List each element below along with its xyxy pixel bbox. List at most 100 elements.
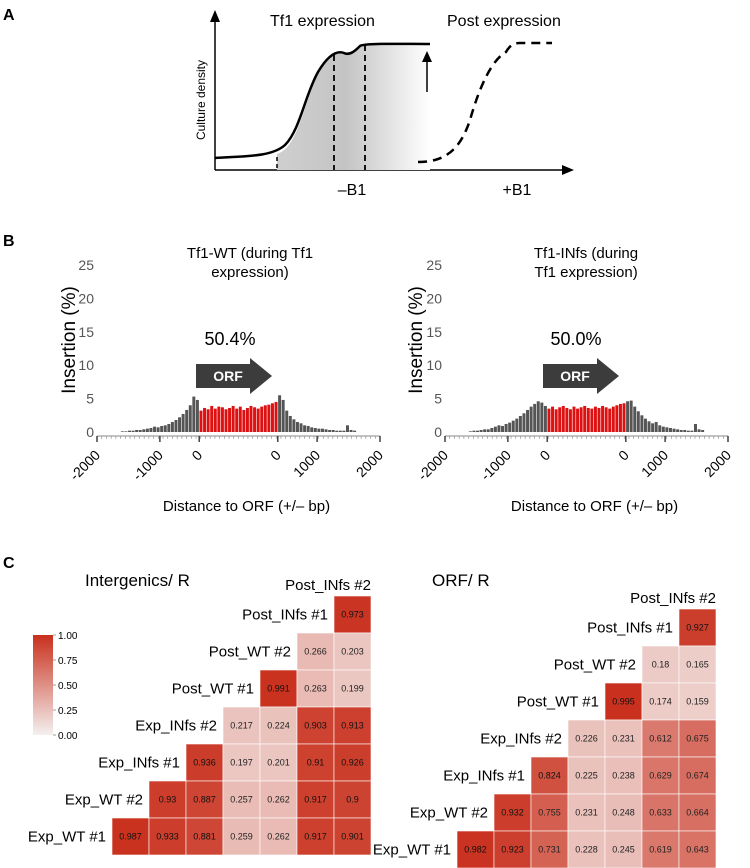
bar-orf xyxy=(593,406,597,432)
heatmap-cell-value: 0.9 xyxy=(346,795,359,805)
heatmap-cell-value: 0.903 xyxy=(304,721,327,731)
heatmap-cell xyxy=(185,780,224,819)
bar-upstream xyxy=(540,402,544,432)
heatmap-cell-value: 0.238 xyxy=(612,771,635,781)
heatmap-cell-value: 0.887 xyxy=(193,795,216,805)
bar-upstream xyxy=(188,405,192,432)
bar-upstream xyxy=(483,429,487,432)
heatmap-row-label: Post_WT #2 xyxy=(209,644,291,661)
bar-downstream xyxy=(328,429,332,432)
heatmap-cell-value: 0.224 xyxy=(267,721,290,731)
bar-orf xyxy=(267,404,271,432)
bar-orf xyxy=(228,407,232,432)
b-ytick-label: 25 xyxy=(426,257,442,273)
heatmap-cell-value: 0.926 xyxy=(341,758,364,768)
legend-tick-label: 0.00 xyxy=(58,731,78,742)
bar-orf xyxy=(199,410,203,432)
bar-downstream xyxy=(342,430,346,432)
bar-downstream xyxy=(668,427,672,432)
heatmap-cell-value: 0.231 xyxy=(575,808,598,818)
heatmap-row-label: Post_INfs #2 xyxy=(630,590,716,607)
heatmap-cell xyxy=(641,682,680,721)
b-ytick-label: 5 xyxy=(434,391,442,407)
heatmap-cell xyxy=(530,830,569,868)
bar-orf xyxy=(576,408,580,432)
bar-downstream xyxy=(335,430,339,432)
b-xtick-label: 0 xyxy=(267,447,284,464)
bar-orf xyxy=(622,403,626,432)
heatmap-row-label: Post_WT #2 xyxy=(554,657,636,674)
bar-orf xyxy=(256,408,260,432)
panel-b: B Insertion (%) Insertion (%) 0 5 10 15 20 25… xyxy=(3,233,734,515)
bar-downstream xyxy=(353,430,357,432)
heatmap-cell-value: 0.174 xyxy=(649,697,672,707)
bar-orf xyxy=(611,406,615,432)
panel-a-label: A xyxy=(3,7,15,24)
heatmap-cell xyxy=(259,817,298,856)
bar-upstream xyxy=(178,417,182,432)
bar-upstream xyxy=(501,425,505,432)
bar-downstream xyxy=(690,430,694,432)
panel-b-label: B xyxy=(3,233,15,250)
heatmap-cell xyxy=(333,595,372,634)
b-xtick-label: -1000 xyxy=(129,447,166,484)
bar-downstream xyxy=(683,429,687,432)
bar-orf xyxy=(568,409,572,432)
heatmap-cell xyxy=(678,608,717,647)
heatmap-cell-value: 0.225 xyxy=(575,771,598,781)
b-ytick-label: 15 xyxy=(78,324,94,340)
bar-upstream xyxy=(138,429,142,432)
b-xlabel: Distance to ORF (+/– bp) xyxy=(163,498,330,515)
histogram-wt: 0 5 10 15 20 25 -2000 -1000 0 0 1000 2000 Distance t… xyxy=(66,245,386,515)
bar-upstream xyxy=(508,422,512,432)
color-legend-ticks: 1.00 0.75 0.50 0.25 0.00 xyxy=(53,631,78,742)
bar-downstream xyxy=(651,423,655,432)
bar-upstream xyxy=(493,426,497,432)
b-ytick-label: 0 xyxy=(434,424,442,440)
bar-upstream xyxy=(504,423,508,432)
heatmap-cell xyxy=(604,756,643,795)
b-xlabel: Distance to ORF (+/– bp) xyxy=(511,498,678,515)
heatmap-cell xyxy=(493,830,532,868)
heatmap-cell-value: 0.201 xyxy=(267,758,290,768)
bar-orf xyxy=(561,405,565,432)
heatmap-cell-value: 0.901 xyxy=(341,832,364,842)
bar-downstream xyxy=(686,430,690,432)
a-shaded-area xyxy=(277,44,430,170)
bar-downstream xyxy=(320,428,324,432)
bar-orf xyxy=(231,405,235,432)
panel-c-label: C xyxy=(3,555,15,572)
bar-upstream xyxy=(145,428,149,432)
bar-orf xyxy=(238,406,242,432)
b-ytick-label: 0 xyxy=(86,424,94,440)
a-ylabel: Culture density xyxy=(194,60,208,140)
heatmap-cell xyxy=(530,756,569,795)
heatmap-cell-value: 0.217 xyxy=(230,721,253,731)
bar-upstream xyxy=(135,429,139,432)
bar-downstream xyxy=(306,425,310,432)
heatmap-cell xyxy=(185,817,224,856)
heatmap-cell-value: 0.612 xyxy=(649,734,672,744)
heatmap-cell xyxy=(678,719,717,758)
heatmap-cell-value: 0.262 xyxy=(267,832,290,842)
heatmap-cell xyxy=(530,793,569,832)
bar-upstream xyxy=(124,431,128,432)
heatmap-row-label: Exp_INfs #2 xyxy=(135,718,217,735)
a-post-curve xyxy=(417,41,552,164)
heatmap-row-label: Exp_INfs #2 xyxy=(480,731,562,748)
bar-orf xyxy=(224,409,228,432)
a-minus-b1: –B1 xyxy=(338,182,367,199)
bar-orf xyxy=(203,407,207,432)
bar-upstream xyxy=(497,425,501,432)
heatmap-cell xyxy=(148,817,187,856)
heatmap-cell xyxy=(678,645,717,684)
b-xtick-label: 1000 xyxy=(638,447,671,480)
heatmap-cell xyxy=(185,743,224,782)
heatmap-cell xyxy=(641,793,680,832)
a-tf1-title: Tf1 expression xyxy=(270,13,375,30)
bar-orf xyxy=(590,408,594,432)
heatmap-cell-value: 0.936 xyxy=(193,758,216,768)
bar-upstream xyxy=(479,429,483,432)
heatmap-cell-value: 0.923 xyxy=(501,845,524,855)
heatmap-cell-value: 0.165 xyxy=(686,660,709,670)
